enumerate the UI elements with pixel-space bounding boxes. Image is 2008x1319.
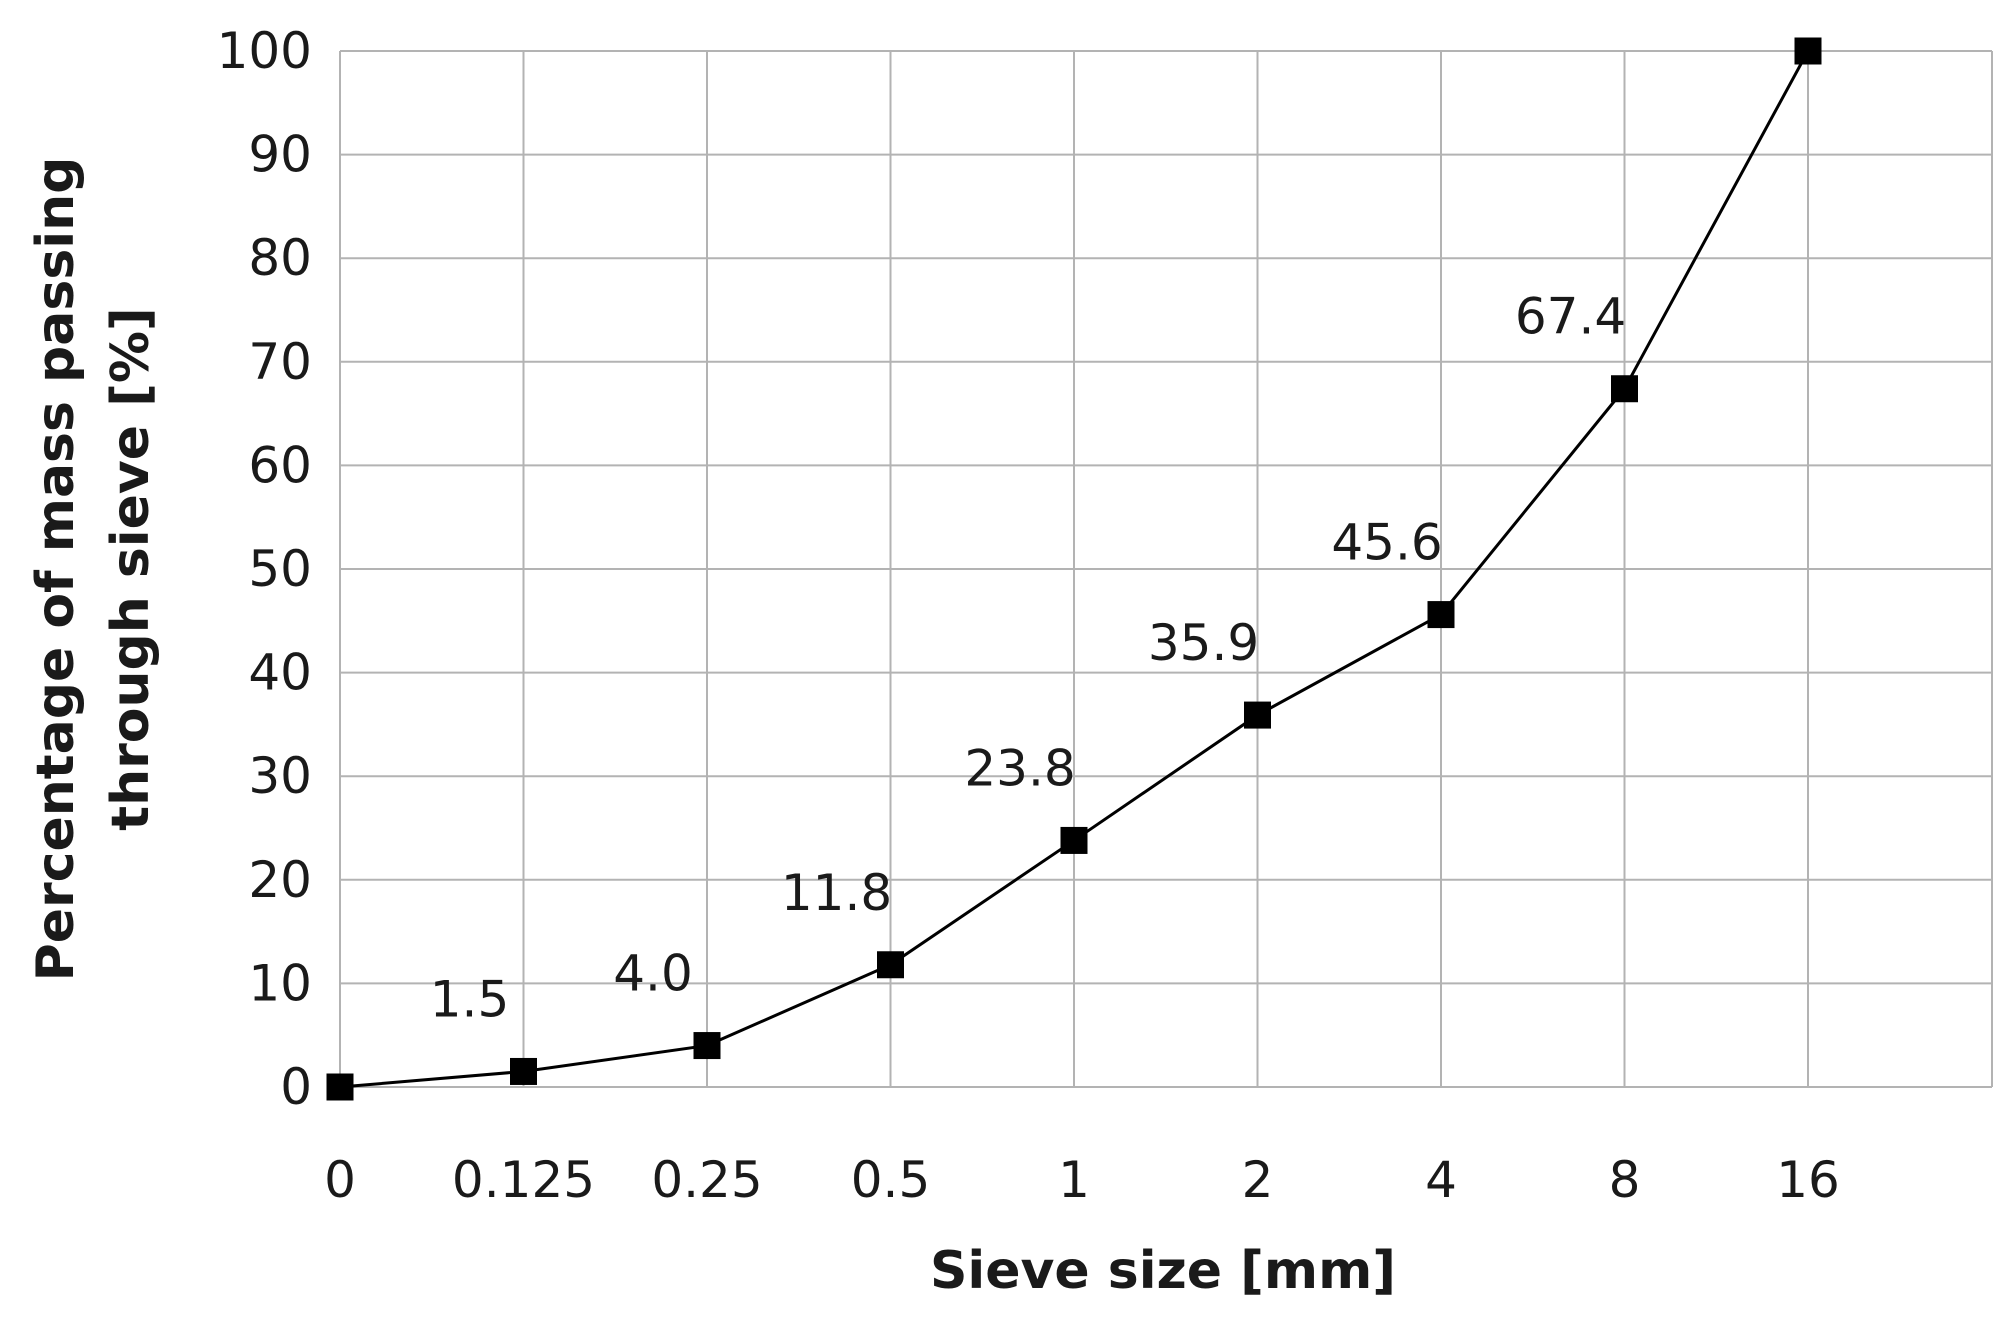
data-label: 1.5	[430, 970, 510, 1028]
data-point-marker	[1611, 375, 1638, 403]
data-label: 11.8	[781, 864, 892, 922]
y-axis-title-line: Percentage of mass passing	[26, 157, 86, 982]
data-point-marker	[693, 1032, 721, 1060]
y-tick-label: 70	[248, 333, 312, 391]
data-point-marker	[326, 1073, 354, 1101]
data-labels: 1.5 4.0 11.8 23.8 35.9 45.6 67.4 100.0	[430, 0, 1826, 1028]
x-tick-label: 2	[1242, 1151, 1274, 1209]
y-tick-label: 20	[248, 851, 312, 909]
x-tick-label: 4	[1425, 1151, 1457, 1209]
y-tick-label: 10	[248, 954, 312, 1012]
data-point-marker	[877, 951, 904, 979]
x-tick-label: 0	[324, 1151, 356, 1209]
grid-lines	[339, 50, 1993, 1088]
y-tick-label: 40	[248, 644, 312, 702]
x-tick-label: 0.125	[452, 1151, 595, 1209]
data-label: 35.9	[1148, 614, 1259, 672]
data-markers	[326, 37, 1822, 1101]
data-label: 23.8	[964, 739, 1075, 797]
y-tick-labels: 0 10 20 30 40 50 60 70 80 90 100	[217, 22, 312, 1116]
y-tick-label: 30	[248, 747, 312, 805]
data-label: 67.4	[1515, 288, 1626, 346]
y-tick-label: 90	[248, 126, 312, 184]
data-label: 100.0	[1682, 0, 1825, 8]
x-tick-label: 0.5	[851, 1151, 931, 1209]
y-tick-label: 80	[248, 229, 312, 287]
y-axis-title-line: through sieve [%]	[101, 307, 161, 831]
data-point-marker	[510, 1057, 537, 1085]
x-tick-label: 8	[1609, 1151, 1641, 1209]
x-tick-label: 16	[1776, 1151, 1840, 1209]
y-tick-label: 60	[248, 436, 312, 494]
x-tick-label: 1	[1058, 1151, 1090, 1209]
data-point-marker	[1427, 601, 1455, 629]
x-tick-label: 0.25	[651, 1151, 762, 1209]
x-axis-title: Sieve size [mm]	[930, 1241, 1396, 1301]
y-axis-title: Percentage of mass passing through sieve …	[26, 157, 161, 982]
x-tick-labels: 0 0.125 0.25 0.5 1 2 4 8 16	[324, 1151, 1840, 1209]
data-point-marker	[1244, 701, 1271, 729]
data-label: 45.6	[1331, 514, 1442, 572]
y-tick-label: 0	[280, 1058, 312, 1116]
data-point-marker	[1060, 826, 1088, 854]
y-tick-label: 50	[248, 540, 312, 598]
data-label: 4.0	[613, 945, 693, 1003]
y-tick-label: 100	[217, 22, 312, 80]
data-point-marker	[1794, 37, 1822, 65]
